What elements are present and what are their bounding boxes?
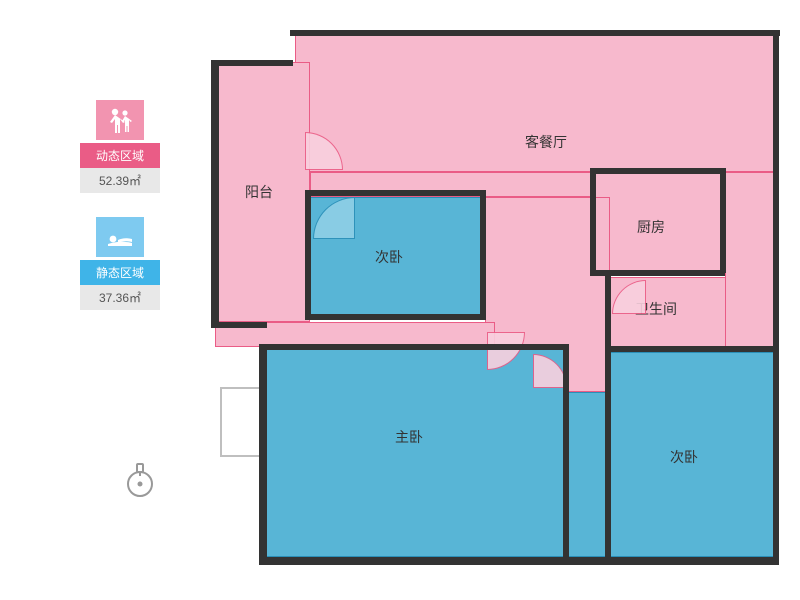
wall-0	[290, 30, 780, 36]
wall-19	[605, 350, 611, 560]
wall-1	[211, 60, 219, 325]
wall-12	[720, 168, 726, 273]
wall-10	[305, 314, 485, 320]
wall-18	[563, 344, 569, 560]
compass-icon	[120, 460, 160, 500]
people-icon	[96, 100, 144, 140]
room-label-bed2b: 次卧	[670, 447, 698, 467]
legend-item-static: 静态区域 37.36㎡	[80, 217, 160, 310]
room-label-master: 主卧	[395, 427, 423, 447]
wall-16	[605, 346, 775, 352]
legend-item-dynamic: 动态区域 52.39㎡	[80, 100, 160, 193]
sleep-icon	[96, 217, 144, 257]
wall-11	[590, 168, 596, 273]
room-label-kitchen: 厨房	[637, 217, 665, 237]
legend-label-static: 静态区域	[80, 260, 160, 285]
legend-panel: 动态区域 52.39㎡ 静态区域 37.36㎡	[80, 100, 160, 334]
wall-7	[305, 190, 311, 320]
wall-6	[211, 322, 267, 328]
floorplan: 客餐厅阳台厨房卫生间次卧主卧次卧	[215, 32, 775, 572]
room-label-balcony: 阳台	[245, 182, 273, 202]
room-label-bed2a: 次卧	[375, 247, 403, 267]
wall-13	[590, 168, 725, 174]
room-label-living: 客餐厅	[525, 132, 567, 152]
wall-2	[211, 60, 293, 66]
legend-label-dynamic: 动态区域	[80, 143, 160, 168]
wall-9	[480, 190, 486, 320]
legend-value-static: 37.36㎡	[80, 285, 160, 310]
wall-5	[259, 344, 267, 562]
legend-value-dynamic: 52.39㎡	[80, 168, 160, 193]
wall-8	[305, 190, 485, 196]
room-strip2	[725, 172, 775, 352]
wall-15	[605, 274, 611, 350]
room-master	[265, 347, 565, 557]
room-stairtop	[565, 392, 610, 557]
wall-3	[773, 30, 779, 560]
wall-17	[259, 344, 569, 350]
wall-4	[259, 557, 779, 565]
